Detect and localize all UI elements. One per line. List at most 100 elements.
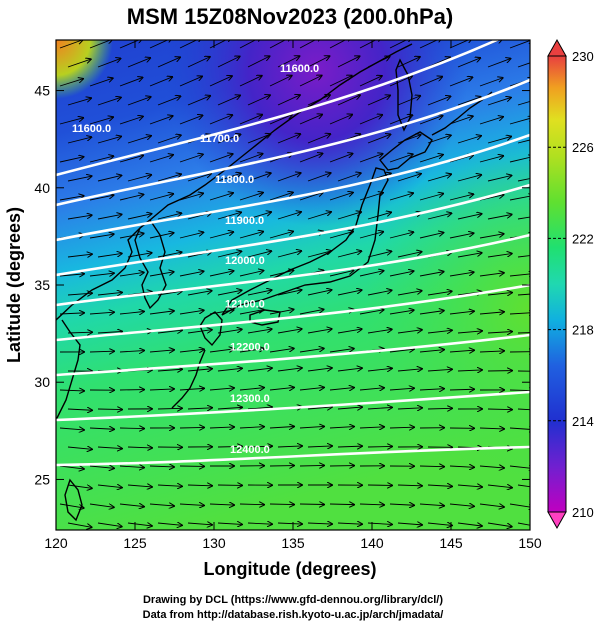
russia-coast [224, 43, 413, 171]
wind-arrow [269, 387, 294, 390]
wind-arrow [337, 173, 361, 182]
wind-arrow [187, 408, 212, 409]
wind-arrow [89, 312, 114, 314]
wind-arrow [217, 407, 242, 409]
wind-arrow [299, 426, 324, 428]
china-coast [56, 169, 226, 321]
y-tick-label: 35 [34, 277, 50, 293]
ryukyu-islands [171, 349, 206, 409]
y-tick-label: 25 [34, 471, 50, 487]
wind-arrow [119, 117, 143, 125]
wind-arrow [119, 311, 144, 314]
wind-arrow [389, 115, 412, 125]
wind-arrow [299, 465, 324, 466]
contour-label: 12100.0 [225, 298, 265, 310]
height-contours [56, 40, 530, 467]
wind-arrow [59, 390, 84, 391]
wind-arrow [157, 485, 182, 486]
wind-arrow [179, 115, 202, 125]
wind-arrow [419, 77, 442, 87]
wind-arrow [449, 194, 473, 201]
contour-label: 12200.0 [230, 341, 270, 353]
wind-arrow [277, 134, 300, 144]
wind-arrow [67, 215, 92, 220]
wind-arrow [97, 331, 122, 333]
wind-arrow [217, 212, 241, 220]
wind-arrow [487, 254, 512, 258]
wind-arrow [307, 56, 329, 68]
wind-arrow [457, 370, 482, 371]
wind-arrow [187, 523, 212, 525]
wind-arrow [239, 40, 261, 49]
contour-label: 12300.0 [230, 393, 270, 405]
china-south-coast [56, 319, 81, 421]
wind-arrow [97, 485, 122, 488]
wind-arrow [419, 350, 444, 352]
colorbar-tick-label: 218 [572, 323, 594, 338]
wind-arrow [127, 214, 151, 220]
x-tick-label: 140 [360, 535, 384, 551]
colorbar-scale [547, 55, 567, 513]
wind-arrow [337, 368, 362, 371]
wind-arrow [187, 330, 212, 334]
wind-arrow [89, 117, 113, 125]
wind-arrow [119, 78, 142, 87]
wind-arrow [359, 154, 383, 163]
wind-arrow [389, 310, 414, 315]
wind-arrow [397, 96, 420, 106]
wind-arrow [97, 447, 122, 449]
wind-arrow [517, 62, 530, 68]
wind-arrow [89, 428, 114, 429]
y-axis-ticks: 25 30 35 40 45 [34, 83, 530, 487]
wind-arrow [479, 312, 504, 314]
wind-arrow [59, 274, 84, 276]
wind-arrow [479, 78, 503, 87]
wind-arrow [479, 466, 504, 468]
wind-arrow [427, 96, 450, 106]
wind-arrow [127, 136, 151, 144]
wind-arrow [367, 251, 391, 258]
wind-arrow [389, 154, 413, 163]
wind-arrow [277, 290, 301, 296]
wind-arrow [427, 330, 452, 333]
wind-arrow [209, 115, 232, 125]
wind-arrow [119, 351, 144, 352]
wind-arrow [119, 194, 143, 201]
wind-arrow [367, 368, 392, 371]
wind-arrow [449, 466, 474, 467]
contour-label: 11600.0 [280, 63, 319, 75]
wind-arrow [127, 523, 152, 526]
wind-arrow [359, 271, 383, 277]
wind-arrow [337, 329, 362, 334]
wind-arrow [179, 349, 204, 352]
colorbar: 230 226 222 218 214 210 [547, 38, 594, 530]
wind-arrow [217, 134, 240, 144]
wind-arrow [239, 154, 263, 163]
wind-arrow [307, 212, 331, 220]
wind-arrow [329, 154, 352, 163]
wind-arrow [217, 368, 242, 371]
hokkaido-coast [379, 131, 433, 171]
wind-arrow [359, 504, 384, 505]
wind-arrow [419, 116, 443, 125]
wind-arrow [277, 95, 300, 106]
wind-arrow [179, 427, 204, 428]
wind-arrow [67, 332, 92, 333]
wind-arrow [247, 251, 271, 258]
sakhalin-coast [395, 58, 413, 132]
wind-arrow [487, 137, 511, 144]
wind-arrow [247, 212, 271, 220]
wind-arrow [209, 76, 232, 87]
x-tick-label: 150 [518, 535, 542, 551]
wind-arrow [487, 98, 511, 106]
wind-arrow [307, 446, 332, 447]
wind-arrow [427, 213, 451, 220]
wind-arrow [449, 350, 474, 352]
wind-arrow [217, 251, 241, 258]
wind-arrow [299, 192, 323, 201]
wind-arrow [419, 194, 443, 201]
wind-arrow [149, 116, 173, 125]
wind-arrow [97, 175, 121, 182]
wind-arrow [269, 270, 293, 277]
chart-title: MSM 15Z08Nov2023 (200.0hPa) [127, 4, 454, 29]
